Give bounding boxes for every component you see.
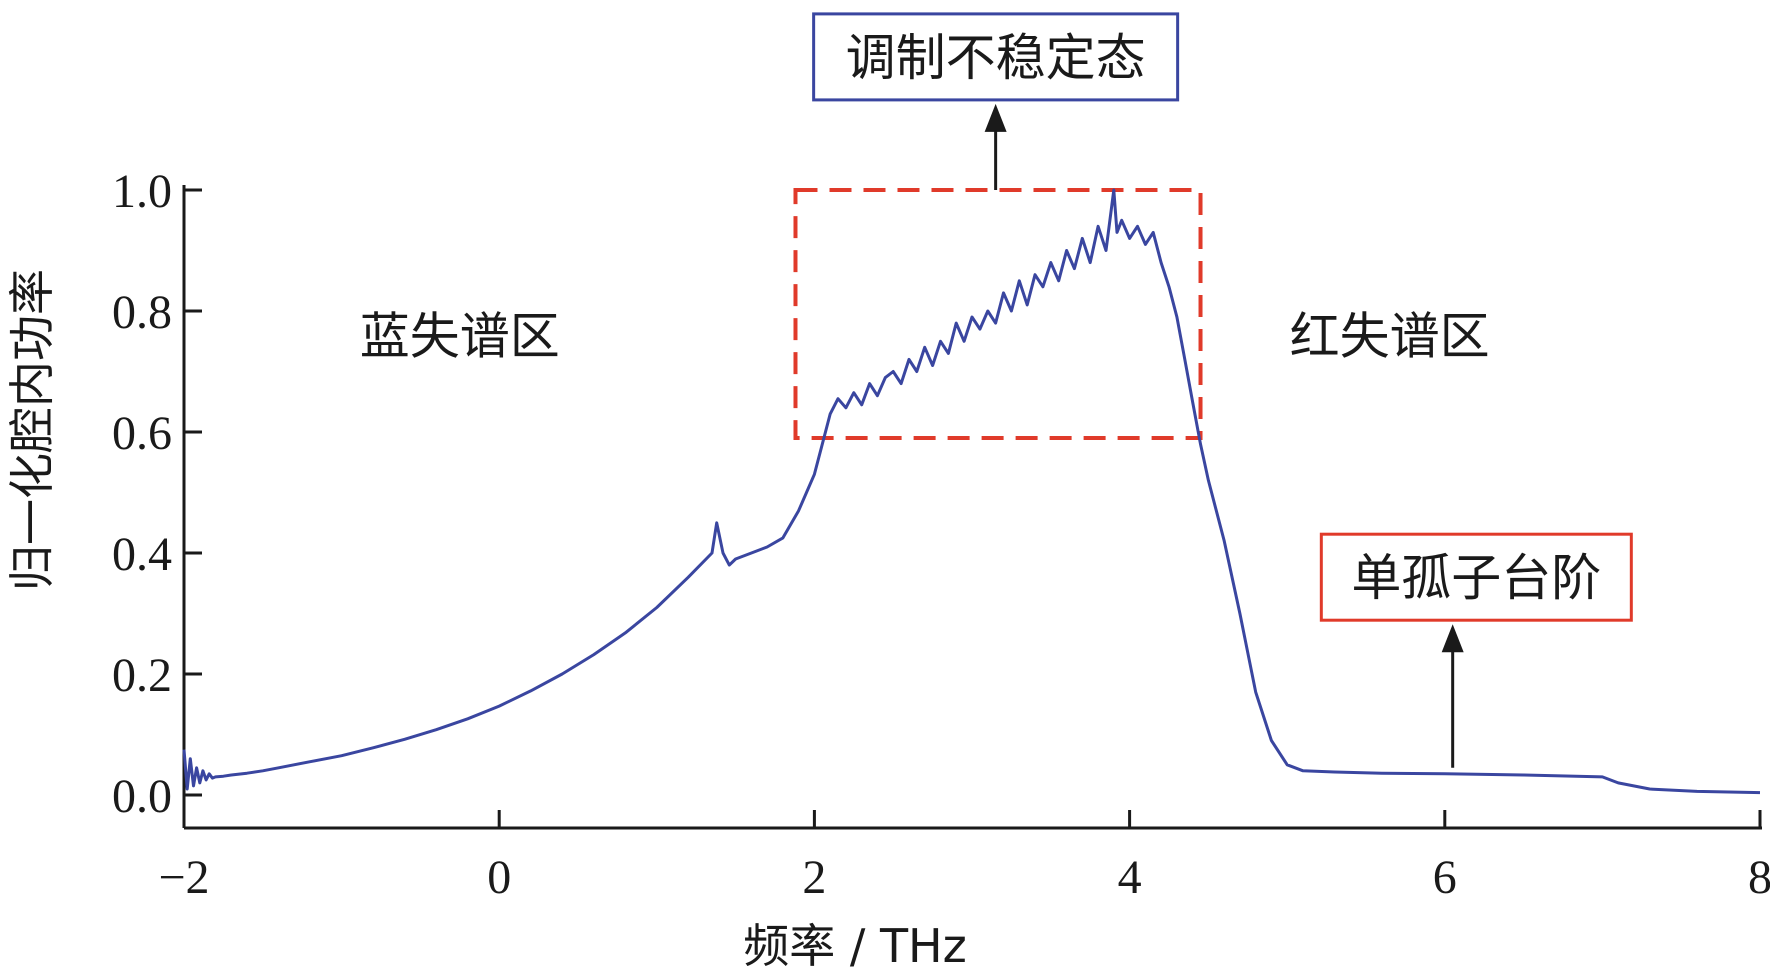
annotation-box xyxy=(812,12,1180,102)
highlight-region xyxy=(793,188,1203,441)
x-tick-label: 4 xyxy=(1118,851,1142,904)
series-group xyxy=(182,188,1761,795)
region-label: 蓝失谱区 xyxy=(360,307,560,365)
annotation-box xyxy=(1319,532,1633,622)
x-tick-label: 0 xyxy=(487,851,511,904)
x-axis-title: 频率 / THz xyxy=(743,919,967,973)
x-tick-label: −2 xyxy=(158,851,209,904)
x-tick-label: 2 xyxy=(802,851,826,904)
y-axis-title: 归一化腔内功率 xyxy=(5,269,59,591)
region-label: 红失谱区 xyxy=(1290,307,1490,365)
series-line xyxy=(182,188,1761,795)
annotation-arrow-head xyxy=(984,103,1007,132)
annotation-box-label: 调制不稳定态 xyxy=(846,29,1146,87)
y-tick-label: 0.6 xyxy=(112,407,172,460)
x-tick-label: 8 xyxy=(1748,851,1770,904)
annotation-box-label: 单孤子台阶 xyxy=(1351,549,1601,607)
axes xyxy=(182,185,1762,830)
x-tick-label: 6 xyxy=(1433,851,1457,904)
y-tick-label: 0.0 xyxy=(112,770,172,823)
y-tick-label: 0.8 xyxy=(112,286,172,339)
y-tick-label: 0.2 xyxy=(112,649,172,702)
ticks: −2 0 2 4 6 8 0.0 0.2 0.4 0.6 0.8 1.0 xyxy=(112,165,1770,904)
highlight-dashed-box xyxy=(793,188,1203,441)
y-tick-label: 1.0 xyxy=(112,165,172,218)
annotation-arrow-head xyxy=(1441,624,1464,653)
y-tick-label: 0.4 xyxy=(112,528,172,581)
